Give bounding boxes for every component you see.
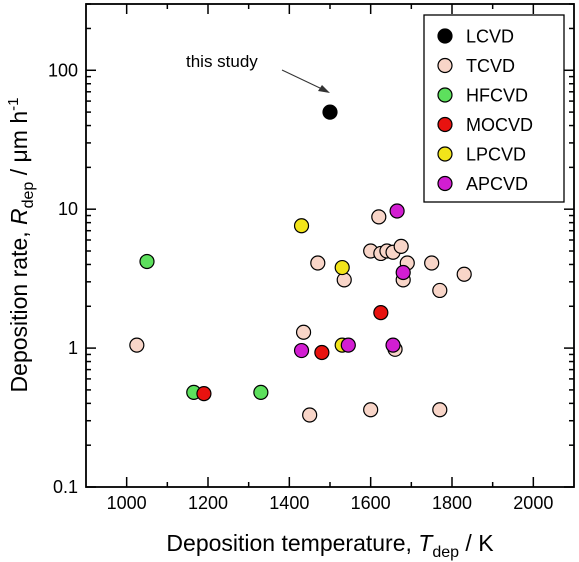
y-axis-title-subscript: dep bbox=[20, 182, 37, 209]
point-apcvd bbox=[395, 264, 411, 281]
point-tcvd bbox=[371, 209, 387, 225]
legend-label-lpcvd: LPCVD bbox=[466, 145, 526, 165]
x-axis-title-subscript: dep bbox=[432, 544, 459, 561]
point-tcvd bbox=[456, 266, 472, 282]
legend-box bbox=[423, 14, 565, 203]
x-tick-label: 1600 bbox=[351, 493, 391, 513]
x-tick-label: 1000 bbox=[107, 493, 147, 513]
x-tick-label: 1200 bbox=[188, 493, 228, 513]
axis-ticks: 1000 1200 1400 1600 1800 2000 0.1 1 10 100 bbox=[48, 3, 574, 513]
point-tcvd bbox=[336, 272, 352, 288]
annotation-text: this study bbox=[186, 52, 258, 71]
svg-text:Deposition temperature, Tdep /: Deposition temperature, Tdep / K bbox=[166, 530, 494, 561]
x-tick-label: 2000 bbox=[513, 493, 553, 513]
point-tcvd bbox=[424, 255, 440, 271]
annotation-arrowhead bbox=[318, 85, 330, 93]
y-axis-title-unit: / μm h bbox=[6, 111, 32, 182]
legend-marker-apcvd bbox=[437, 175, 453, 192]
point-tcvd bbox=[363, 402, 379, 418]
point-mocvd bbox=[314, 344, 330, 361]
legend-marker-mocvd bbox=[437, 116, 453, 133]
y-tick-label: 1 bbox=[68, 338, 78, 358]
y-tick-label: 10 bbox=[58, 199, 78, 219]
point-lcvd bbox=[322, 104, 338, 120]
point-apcvd bbox=[385, 337, 401, 353]
point-hfcvd bbox=[139, 253, 155, 270]
x-axis-title-variable: T bbox=[418, 530, 434, 556]
legend-label-tcvd: TCVD bbox=[466, 56, 515, 76]
x-tick-label: 1800 bbox=[432, 493, 472, 513]
data-points bbox=[129, 104, 472, 423]
point-tcvd bbox=[295, 324, 312, 340]
legend-label-hfcvd: HFCVD bbox=[466, 86, 528, 106]
legend-marker-hfcvd bbox=[437, 87, 453, 103]
x-tick-label: 1400 bbox=[269, 493, 309, 513]
legend-marker-lpcvd bbox=[437, 146, 453, 162]
annotation-arrow-line bbox=[281, 69, 323, 90]
legend-marker-lcvd bbox=[437, 28, 453, 44]
y-axis-title-unit-superscript: -1 bbox=[5, 98, 22, 111]
legend: LCVD TCVD HFCVD MOCVD LPCVD APCVD bbox=[423, 14, 565, 203]
point-lpcvd bbox=[334, 259, 350, 276]
y-axis-title-variable: R bbox=[6, 208, 32, 225]
point-apcvd bbox=[389, 203, 405, 219]
legend-marker-tcvd bbox=[437, 57, 453, 74]
point-lpcvd bbox=[293, 218, 310, 234]
x-axis-title: Deposition temperature, Tdep / K bbox=[166, 530, 494, 561]
point-hfcvd bbox=[253, 384, 269, 400]
point-tcvd bbox=[302, 407, 318, 423]
point-apcvd bbox=[340, 337, 356, 353]
point-tcvd bbox=[432, 402, 448, 418]
y-axis-title: Deposition rate, Rdep / μm h-1 bbox=[5, 98, 37, 393]
legend-label-mocvd: MOCVD bbox=[466, 115, 533, 135]
x-axis-title-text: Deposition temperature, bbox=[166, 530, 418, 556]
point-mocvd bbox=[196, 386, 212, 402]
point-apcvd bbox=[293, 342, 310, 359]
legend-label-lcvd: LCVD bbox=[466, 27, 514, 47]
x-axis-title-unit: / K bbox=[459, 530, 494, 556]
svg-text:Deposition rate, Rdep / μm h-1: Deposition rate, Rdep / μm h-1 bbox=[5, 98, 37, 393]
point-tcvd bbox=[310, 255, 326, 271]
annotation: this study bbox=[186, 52, 330, 93]
legend-label-apcvd: APCVD bbox=[466, 174, 528, 194]
point-tcvd bbox=[432, 282, 448, 299]
point-tcvd bbox=[393, 238, 409, 254]
y-tick-label: 0.1 bbox=[53, 477, 78, 497]
point-mocvd bbox=[373, 305, 389, 321]
point-tcvd bbox=[129, 337, 145, 353]
legend-items: LCVD TCVD HFCVD MOCVD LPCVD APCVD bbox=[437, 27, 533, 194]
y-axis-title-text: Deposition rate, bbox=[6, 225, 32, 392]
y-tick-label: 100 bbox=[48, 60, 78, 80]
